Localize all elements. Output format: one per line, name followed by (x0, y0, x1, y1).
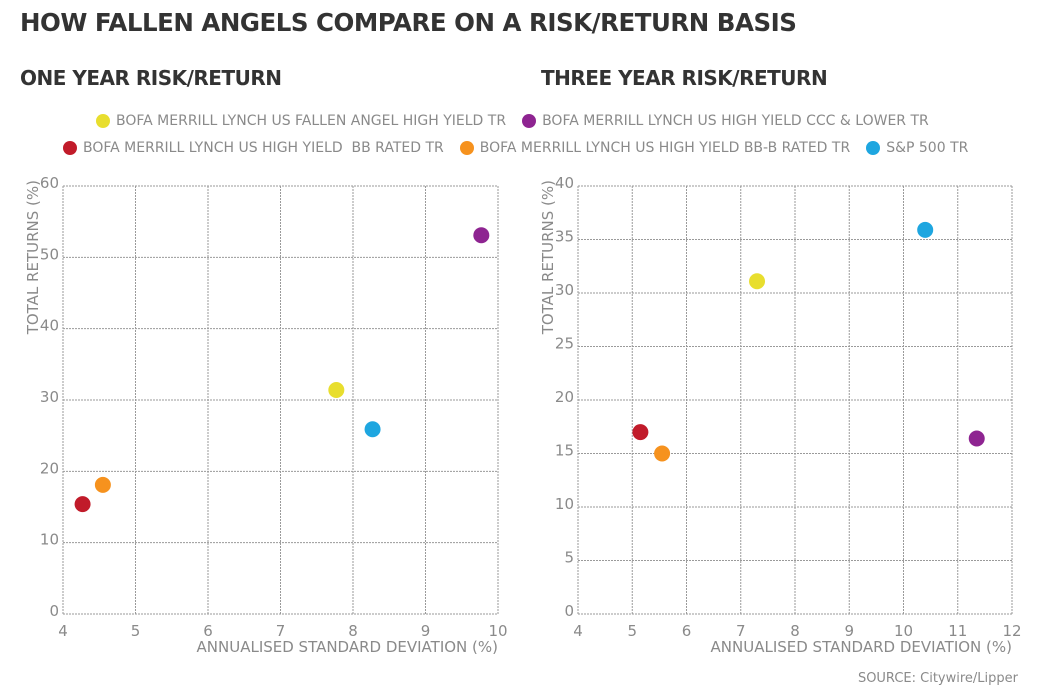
legend-item-ccc: BOFA MERRILL LYNCH US HIGH YIELD CCC & L… (522, 113, 929, 129)
y-tick-label: 15 (555, 442, 574, 460)
x-tick-label: 9 (421, 622, 431, 640)
x-tick-label: 4 (58, 622, 68, 640)
data-point (473, 227, 490, 244)
legend-item-sp500: S&P 500 TR (866, 140, 968, 156)
y-tick-label: 50 (40, 245, 59, 263)
data-point (328, 382, 345, 399)
y-tick-label: 20 (40, 459, 59, 477)
legend-label: BOFA MERRILL LYNCH US FALLEN ANGEL HIGH … (116, 113, 507, 129)
x-tick-label: 11 (948, 622, 967, 640)
y-tick-label: 10 (555, 495, 574, 513)
legend-dot (866, 141, 881, 155)
legend-dot (459, 141, 474, 155)
data-point (749, 273, 766, 290)
y-tick-label: 20 (555, 388, 574, 406)
data-point (654, 445, 671, 462)
data-point (632, 424, 649, 441)
legend-dot (63, 141, 77, 155)
one-year-chart-title: ONE YEAR RISK/RETURN (20, 66, 282, 90)
legend-label: BOFA MERRILL LYNCH US HIGH YIELD CCC & L… (542, 113, 929, 129)
x-tick-label: 10 (894, 622, 913, 640)
y-tick-label: 40 (555, 174, 574, 192)
legend-label: S&P 500 TR (886, 140, 969, 156)
x-tick-label: 6 (682, 622, 692, 640)
y-tick-label: 40 (40, 317, 59, 335)
legend-item-bb-b: BOFA MERRILL LYNCH US HIGH YIELD BB-B RA… (459, 140, 851, 156)
y-tick-label: 60 (40, 174, 59, 192)
y-tick-label: 0 (49, 602, 59, 620)
y-tick-label: 30 (555, 281, 574, 299)
y-axis-label: TOTAL RETURNS (%) (539, 180, 557, 335)
legend-item-fallen-angel: BOFA MERRILL LYNCH US FALLEN ANGEL HIGH … (96, 113, 506, 129)
legend-row-2: BOFA MERRILL LYNCH US HIGH YIELD BB RATE… (63, 140, 968, 156)
x-tick-label: 10 (488, 622, 507, 640)
y-tick-label: 25 (555, 335, 574, 353)
y-tick-label: 0 (564, 602, 574, 620)
x-axis-label: ANNUALISED STANDARD DEVIATION (%) (711, 638, 1012, 656)
data-point (74, 496, 91, 513)
x-tick-label: 5 (131, 622, 141, 640)
page-title: HOW FALLEN ANGELS COMPARE ON A RISK/RETU… (20, 8, 797, 37)
x-tick-label: 7 (736, 622, 746, 640)
legend-item-bb: BOFA MERRILL LYNCH US HIGH YIELD BB RATE… (63, 140, 444, 156)
data-point (94, 476, 111, 493)
source-note: SOURCE: Citywire/Lipper (857, 671, 1018, 686)
x-tick-label: 6 (203, 622, 213, 640)
data-point (968, 430, 985, 447)
y-axis-label: TOTAL RETURNS (%) (24, 180, 42, 335)
x-tick-label: 5 (627, 622, 637, 640)
legend-label: BOFA MERRILL LYNCH US HIGH YIELD BB-B RA… (479, 140, 851, 156)
y-tick-label: 30 (40, 388, 59, 406)
legend-dot (522, 114, 537, 128)
x-tick-label: 8 (790, 622, 800, 640)
y-tick-label: 35 (555, 228, 574, 246)
x-axis-label: ANNUALISED STANDARD DEVIATION (%) (197, 638, 498, 656)
legend-dot (96, 114, 110, 128)
y-tick-label: 5 (564, 549, 574, 567)
legend-label: BOFA MERRILL LYNCH US HIGH YIELD BB RATE… (83, 140, 444, 156)
x-tick-label: 4 (573, 622, 583, 640)
three-year-chart-title: THREE YEAR RISK/RETURN (541, 66, 828, 90)
x-tick-label: 12 (1002, 622, 1021, 640)
x-tick-label: 9 (844, 622, 854, 640)
x-tick-label: 8 (348, 622, 358, 640)
data-point (364, 421, 381, 438)
data-point (917, 221, 934, 238)
x-tick-label: 7 (276, 622, 286, 640)
y-tick-label: 10 (40, 531, 59, 549)
legend-row-1: BOFA MERRILL LYNCH US FALLEN ANGEL HIGH … (96, 113, 929, 129)
